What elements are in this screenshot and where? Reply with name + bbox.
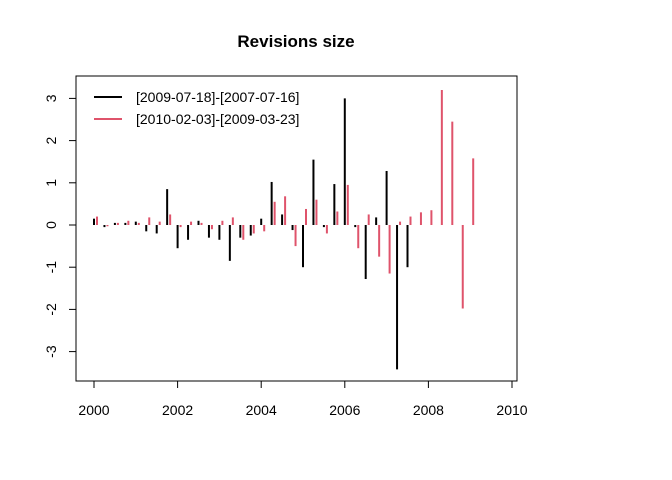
- y-tick-label: -2: [43, 303, 59, 316]
- x-tick-label: 2002: [162, 402, 193, 418]
- y-tick-label: -3: [43, 345, 59, 358]
- chart-title: Revisions size: [237, 32, 354, 51]
- y-tick-label: 3: [43, 94, 59, 102]
- legend: [2009-07-18]-[2007-07-16] [2010-02-03]-[…: [94, 89, 299, 127]
- y-tick-label: 2: [43, 136, 59, 144]
- x-tick-label: 2000: [78, 402, 109, 418]
- y-tick-label: 0: [43, 221, 59, 229]
- y-tick-label: 1: [43, 179, 59, 187]
- x-tick-label: 2008: [413, 402, 444, 418]
- series-layer: [93, 89, 475, 370]
- x-tick-label: 2010: [496, 402, 527, 418]
- y-tick-label: -1: [43, 261, 59, 274]
- legend-label-series-1: [2009-07-18]-[2007-07-16]: [136, 89, 299, 105]
- x-tick-label: 2006: [329, 402, 360, 418]
- x-tick-label: 2004: [246, 402, 277, 418]
- legend-label-series-2: [2010-02-03]-[2009-03-23]: [136, 111, 299, 127]
- y-axis: -3 -2 -1 0 1 2 3: [43, 94, 77, 358]
- x-axis: 2000 2002 2004 2006 2008 2010: [78, 380, 528, 418]
